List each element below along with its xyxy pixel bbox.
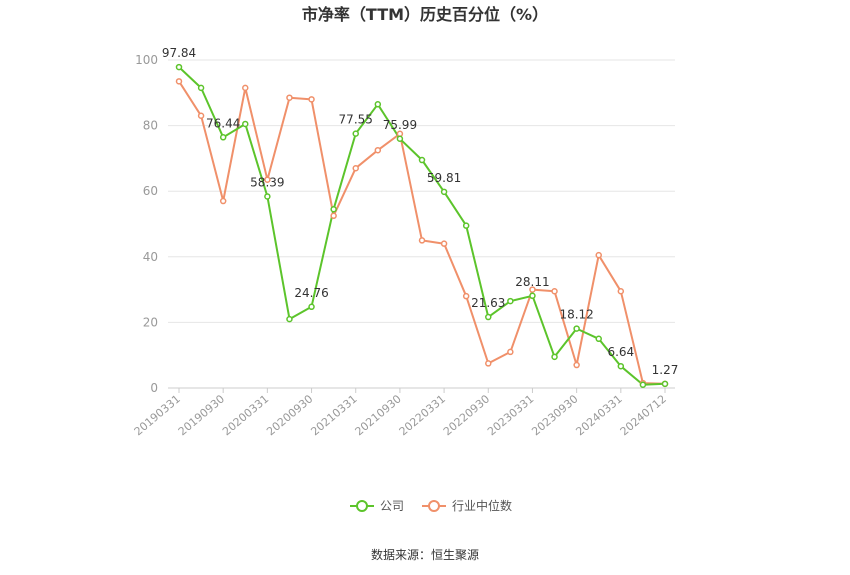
data-point [330,205,337,213]
data-point [197,84,205,92]
data-label: 76.44 [206,116,240,130]
grid [168,59,675,389]
x-tick-label: 20200331 [220,392,271,438]
data-point [617,362,625,370]
data-point [286,94,293,101]
legend-item[interactable]: 公司 [350,499,404,513]
data-point [308,303,315,311]
x-tick-label: 20190930 [176,392,227,438]
data-point [352,130,359,137]
data-point [418,237,426,244]
y-tick-label: 100 [135,53,158,67]
data-point [529,286,536,293]
data-point [507,348,514,356]
x-tick-label: 20230331 [485,392,536,438]
data-point [551,287,558,295]
data-point [330,212,337,220]
x-axis: 2019033120190930202003312020093020210331… [132,388,669,438]
data-point [595,335,602,343]
data-point [573,361,580,369]
data-label: 1.27 [652,363,679,377]
data-point [219,197,227,205]
data-label: 28.11 [515,275,549,289]
data-point [418,156,426,164]
data-point [175,63,183,71]
x-tick-label: 20240712 [618,392,669,438]
x-tick-label: 20210930 [353,392,404,438]
data-point [286,315,293,323]
data-point [551,353,558,361]
data-point [617,287,625,295]
data-point [639,381,647,388]
y-tick-label: 60 [143,184,158,198]
series-line-industry-median [178,80,666,385]
data-point [507,297,514,305]
data-point [219,134,227,141]
data-point [308,96,315,103]
x-tick-label: 20210331 [308,392,359,438]
data-label: 18.12 [559,308,593,322]
data-point [661,380,669,388]
data-point [529,292,536,300]
legend-label: 行业中位数 [452,498,512,513]
chart-title: 市净率（TTM）历史百分位（%） [302,5,548,24]
data-label: 21.63 [471,296,505,310]
legend[interactable]: 公司 行业中位数 [350,498,512,513]
legend-label: 公司 [380,499,404,513]
data-source: 数据来源：恒生聚源 [371,547,479,562]
y-tick-label: 0 [150,381,158,395]
legend-item[interactable]: 行业中位数 [422,498,512,513]
data-point [485,313,492,321]
data-point [197,112,205,120]
data-point [396,135,404,143]
data-point [374,146,382,154]
data-point [573,325,580,332]
legend-marker [356,500,368,512]
data-label: 59.81 [427,171,461,185]
y-tick-label: 40 [143,250,158,264]
data-point [242,84,249,92]
data-label: 6.64 [607,345,634,359]
data-label: 97.84 [162,46,196,60]
data-point [485,360,492,367]
series-layer [175,63,669,388]
data-label: 75.99 [383,118,417,132]
data-point [595,251,602,259]
data-point [462,292,470,300]
data-point [462,222,470,229]
data-label: 24.76 [294,286,328,300]
x-tick-label: 20240331 [573,392,624,438]
x-tick-label: 20190331 [132,392,183,438]
x-tick-label: 20220930 [441,392,492,438]
data-label: 58.39 [250,175,284,189]
x-tick-label: 20200930 [264,392,315,438]
x-tick-label: 20220331 [397,392,448,438]
y-tick-label: 80 [143,119,158,133]
data-point [374,101,382,108]
data-point [264,193,271,200]
data-point [175,78,183,85]
data-point [352,164,359,172]
data-labels: 97.84 76.44 58.39 24.76 77.55 75.99 59.81 21.63… [162,46,679,377]
data-point [440,240,448,247]
data-point [264,176,271,183]
x-tick-label: 20230930 [529,392,580,438]
data-point [440,188,448,196]
data-label: 77.55 [339,113,373,127]
y-axis: 0 20 40 60 80 100 [135,53,158,395]
data-point [242,120,249,128]
y-tick-label: 20 [143,315,158,329]
legend-marker [428,500,440,512]
